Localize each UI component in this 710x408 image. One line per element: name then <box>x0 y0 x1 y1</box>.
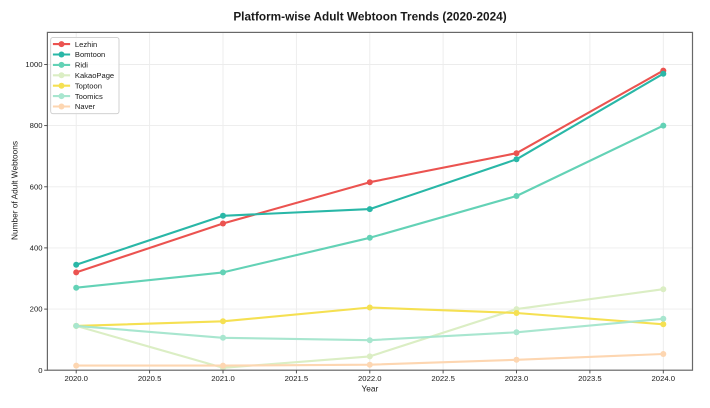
svg-text:2023.0: 2023.0 <box>505 374 529 383</box>
svg-text:2023.5: 2023.5 <box>578 374 602 383</box>
svg-text:1000: 1000 <box>25 60 42 69</box>
svg-text:Toptoon: Toptoon <box>75 81 102 90</box>
svg-text:Bomtoon: Bomtoon <box>75 50 105 59</box>
svg-text:2021.0: 2021.0 <box>211 374 235 383</box>
svg-text:Ridi: Ridi <box>75 61 88 70</box>
svg-text:2024.0: 2024.0 <box>652 374 676 383</box>
svg-text:600: 600 <box>30 182 43 191</box>
svg-text:Year: Year <box>362 383 379 393</box>
svg-text:400: 400 <box>30 244 43 253</box>
svg-text:2020.5: 2020.5 <box>138 374 162 383</box>
svg-text:2020.0: 2020.0 <box>64 374 88 383</box>
svg-text:Naver: Naver <box>75 102 96 111</box>
svg-text:Number of Adult Webtoons: Number of Adult Webtoons <box>10 141 20 240</box>
svg-text:2022.5: 2022.5 <box>431 374 455 383</box>
svg-text:800: 800 <box>30 121 43 130</box>
svg-text:2021.5: 2021.5 <box>285 374 309 383</box>
svg-text:Lezhin: Lezhin <box>75 40 97 49</box>
svg-text:200: 200 <box>30 305 43 314</box>
svg-text:0: 0 <box>38 366 42 375</box>
svg-text:KakaoPage: KakaoPage <box>75 71 114 80</box>
svg-text:Platform-wise Adult Webtoon Tr: Platform-wise Adult Webtoon Trends (2020… <box>233 10 506 24</box>
svg-text:Toomics: Toomics <box>75 92 103 101</box>
svg-text:2022.0: 2022.0 <box>358 374 382 383</box>
